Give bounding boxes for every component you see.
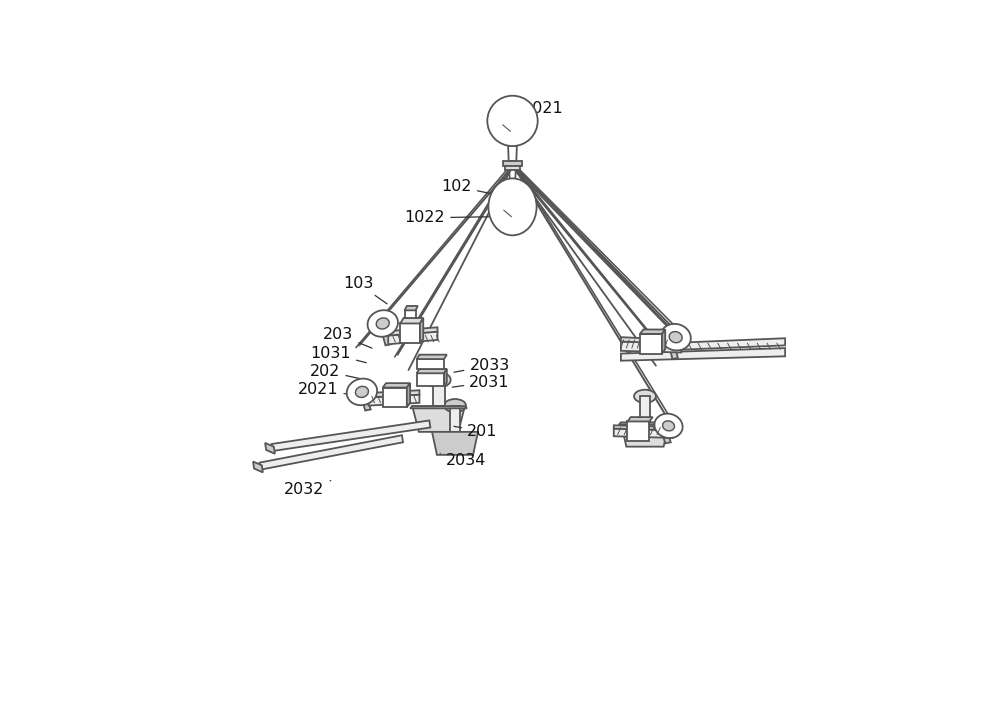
Polygon shape bbox=[388, 327, 437, 336]
Polygon shape bbox=[662, 329, 665, 353]
Polygon shape bbox=[503, 161, 522, 166]
Text: 103: 103 bbox=[343, 276, 387, 304]
Text: 202: 202 bbox=[310, 363, 363, 379]
Polygon shape bbox=[363, 402, 371, 410]
Ellipse shape bbox=[634, 390, 656, 403]
Polygon shape bbox=[663, 434, 671, 444]
Polygon shape bbox=[405, 306, 418, 310]
Text: 203: 203 bbox=[323, 327, 372, 348]
Polygon shape bbox=[253, 461, 263, 472]
Polygon shape bbox=[420, 318, 423, 343]
Text: 2021: 2021 bbox=[298, 382, 358, 397]
Polygon shape bbox=[400, 324, 420, 343]
Text: 2033: 2033 bbox=[454, 358, 510, 373]
Text: 2032: 2032 bbox=[284, 481, 331, 497]
Polygon shape bbox=[383, 334, 391, 346]
Polygon shape bbox=[621, 341, 681, 353]
Text: 2031: 2031 bbox=[452, 375, 510, 390]
Ellipse shape bbox=[368, 310, 398, 337]
Text: 2034: 2034 bbox=[440, 453, 486, 468]
Polygon shape bbox=[417, 359, 444, 369]
Polygon shape bbox=[383, 387, 407, 407]
Polygon shape bbox=[614, 425, 673, 430]
Polygon shape bbox=[431, 380, 446, 383]
Polygon shape bbox=[272, 420, 430, 451]
Polygon shape bbox=[680, 338, 785, 350]
Polygon shape bbox=[614, 429, 673, 438]
Polygon shape bbox=[619, 422, 671, 424]
Polygon shape bbox=[412, 406, 465, 432]
Polygon shape bbox=[509, 188, 516, 195]
Polygon shape bbox=[433, 380, 445, 406]
Text: 201: 201 bbox=[454, 424, 498, 439]
Text: 1022: 1022 bbox=[405, 210, 491, 225]
Polygon shape bbox=[621, 337, 681, 343]
Polygon shape bbox=[640, 329, 665, 334]
Polygon shape bbox=[400, 318, 423, 324]
Ellipse shape bbox=[444, 399, 466, 412]
Polygon shape bbox=[383, 383, 410, 387]
Polygon shape bbox=[627, 422, 649, 441]
Polygon shape bbox=[410, 406, 467, 408]
Ellipse shape bbox=[488, 178, 537, 235]
Ellipse shape bbox=[660, 324, 691, 351]
Polygon shape bbox=[670, 348, 678, 359]
Polygon shape bbox=[621, 348, 785, 360]
Ellipse shape bbox=[487, 96, 538, 146]
Ellipse shape bbox=[376, 318, 389, 329]
Polygon shape bbox=[640, 396, 650, 422]
Polygon shape bbox=[265, 443, 275, 454]
Ellipse shape bbox=[663, 421, 674, 431]
Polygon shape bbox=[505, 166, 520, 170]
Ellipse shape bbox=[347, 378, 377, 405]
Polygon shape bbox=[417, 369, 447, 373]
Polygon shape bbox=[388, 332, 437, 344]
Text: 102: 102 bbox=[441, 179, 494, 194]
Polygon shape bbox=[621, 422, 669, 447]
Text: 1021: 1021 bbox=[522, 101, 563, 121]
Polygon shape bbox=[369, 395, 419, 405]
Polygon shape bbox=[260, 435, 403, 470]
Polygon shape bbox=[450, 405, 460, 432]
Polygon shape bbox=[417, 373, 444, 387]
Ellipse shape bbox=[669, 331, 682, 343]
Polygon shape bbox=[407, 383, 410, 407]
Polygon shape bbox=[444, 369, 447, 387]
Polygon shape bbox=[508, 146, 517, 161]
Ellipse shape bbox=[427, 372, 451, 387]
Polygon shape bbox=[627, 417, 653, 422]
Polygon shape bbox=[640, 334, 662, 353]
Polygon shape bbox=[417, 355, 447, 359]
Text: 1031: 1031 bbox=[310, 346, 366, 363]
Ellipse shape bbox=[355, 386, 368, 397]
Polygon shape bbox=[369, 390, 419, 397]
Polygon shape bbox=[432, 432, 478, 455]
Polygon shape bbox=[405, 310, 416, 318]
Ellipse shape bbox=[654, 414, 683, 438]
